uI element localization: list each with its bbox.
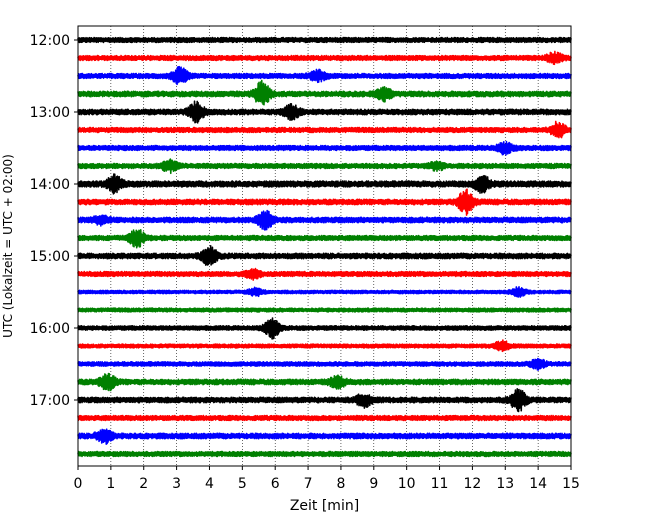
trace-1715 bbox=[77, 414, 572, 422]
y-tick-label-12:00: 12:00 bbox=[30, 33, 70, 49]
y-tick-label-17:00: 17:00 bbox=[30, 393, 70, 409]
trace-1445 bbox=[77, 229, 572, 249]
y-axis-label: UTC (Lokalzeit = UTC + 02:00) bbox=[1, 154, 15, 338]
minute-gridlines bbox=[110, 26, 539, 466]
y-axis-ticks: 12:00 13:00 14:00 15:00 16:00 17:00 bbox=[30, 33, 78, 409]
trace-1630 bbox=[77, 357, 572, 371]
y-tick-label-16:00: 16:00 bbox=[30, 321, 70, 337]
x-tick-label-14: 14 bbox=[529, 476, 547, 492]
y-tick-label-15:00: 15:00 bbox=[30, 249, 70, 265]
x-tick-label-10: 10 bbox=[398, 476, 416, 492]
trace-1345 bbox=[77, 158, 572, 175]
seismic-traces bbox=[77, 36, 572, 458]
trace-1745 bbox=[77, 450, 572, 458]
trace-1415 bbox=[77, 188, 572, 216]
trace-1500 bbox=[77, 244, 572, 266]
y-tick-label-13:00: 13:00 bbox=[30, 105, 70, 121]
trace-1330 bbox=[77, 140, 572, 156]
x-tick-label-15: 15 bbox=[562, 476, 580, 492]
x-tick-label-8: 8 bbox=[336, 476, 345, 492]
trace-1700 bbox=[77, 388, 572, 413]
x-tick-label-5: 5 bbox=[238, 476, 247, 492]
x-axis-label: Zeit [min] bbox=[290, 498, 359, 514]
x-tick-label-0: 0 bbox=[74, 476, 83, 492]
trace-1300 bbox=[77, 100, 572, 124]
trace-1430 bbox=[77, 209, 572, 231]
trace-1615 bbox=[77, 339, 572, 353]
trace-1315 bbox=[77, 120, 572, 139]
x-tick-label-3: 3 bbox=[172, 476, 181, 492]
x-tick-label-4: 4 bbox=[205, 476, 214, 492]
x-axis-ticks: 0 1 2 3 4 5 6 7 8 9 10 11 12 13 14 15 bbox=[74, 466, 580, 492]
trace-1515 bbox=[77, 267, 572, 281]
trace-1600 bbox=[77, 317, 572, 340]
x-tick-label-11: 11 bbox=[431, 476, 449, 492]
trace-1200 bbox=[77, 36, 572, 44]
x-tick-label-9: 9 bbox=[369, 476, 378, 492]
trace-1245 bbox=[77, 79, 572, 106]
y-tick-label-14:00: 14:00 bbox=[30, 177, 70, 193]
x-tick-label-7: 7 bbox=[304, 476, 313, 492]
x-tick-label-12: 12 bbox=[463, 476, 481, 492]
trace-1645 bbox=[77, 372, 572, 392]
trace-1530 bbox=[77, 286, 572, 298]
trace-1400 bbox=[77, 173, 572, 195]
x-tick-label-1: 1 bbox=[106, 476, 115, 492]
x-tick-label-2: 2 bbox=[139, 476, 148, 492]
x-tick-label-13: 13 bbox=[496, 476, 514, 492]
trace-1730 bbox=[77, 428, 572, 445]
trace-1230 bbox=[77, 65, 572, 86]
trace-1545 bbox=[77, 307, 572, 313]
trace-1215 bbox=[77, 50, 572, 66]
x-tick-label-6: 6 bbox=[271, 476, 280, 492]
plot-frame bbox=[77, 25, 572, 467]
